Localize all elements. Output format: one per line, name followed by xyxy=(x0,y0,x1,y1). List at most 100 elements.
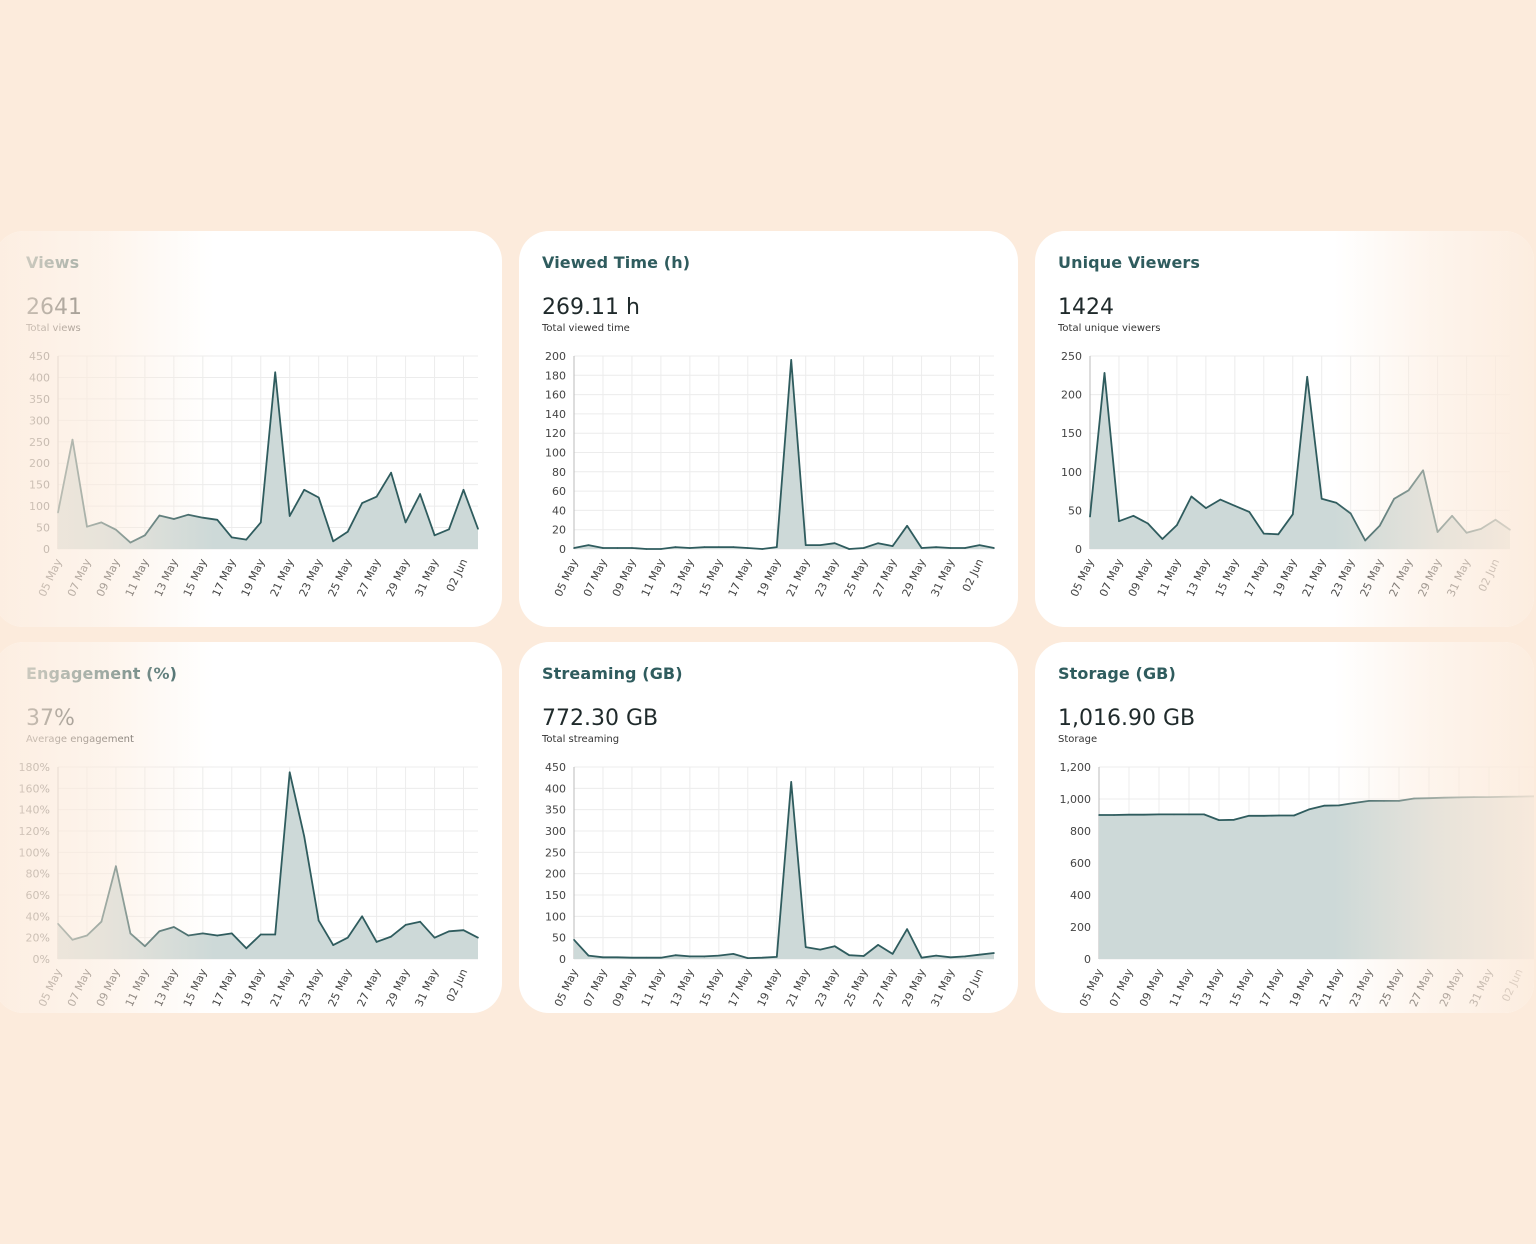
data-point[interactable] xyxy=(1308,808,1310,811)
data-point[interactable] xyxy=(419,493,421,495)
data-point[interactable] xyxy=(848,954,850,956)
data-point[interactable] xyxy=(462,929,465,931)
data-point[interactable] xyxy=(746,957,749,959)
data-point[interactable] xyxy=(477,936,479,939)
data-point[interactable] xyxy=(1338,804,1340,807)
data-point[interactable] xyxy=(1383,800,1385,802)
data-point[interactable] xyxy=(1503,795,1505,798)
data-point[interactable] xyxy=(775,956,778,958)
data-point[interactable] xyxy=(202,932,204,935)
data-point[interactable] xyxy=(1143,813,1145,816)
data-point[interactable] xyxy=(761,956,764,959)
data-point[interactable] xyxy=(1335,501,1338,504)
data-point[interactable] xyxy=(1320,498,1323,500)
data-point[interactable] xyxy=(1161,538,1164,540)
data-point[interactable] xyxy=(1364,539,1366,542)
data-point[interactable] xyxy=(57,511,59,514)
data-point[interactable] xyxy=(1349,512,1352,515)
data-point[interactable] xyxy=(202,516,204,519)
data-point[interactable] xyxy=(1494,518,1497,521)
data-point[interactable] xyxy=(862,955,865,957)
data-point[interactable] xyxy=(1176,524,1178,526)
data-point[interactable] xyxy=(819,544,822,546)
data-point[interactable] xyxy=(448,528,450,531)
data-point[interactable] xyxy=(804,946,807,948)
data-point[interactable] xyxy=(935,546,937,548)
data-point[interactable] xyxy=(674,546,677,548)
data-point[interactable] xyxy=(703,955,706,958)
data-point[interactable] xyxy=(1098,814,1100,816)
data-point[interactable] xyxy=(317,496,320,499)
data-point[interactable] xyxy=(230,932,233,935)
data-point[interactable] xyxy=(1306,376,1309,378)
data-point[interactable] xyxy=(906,928,908,930)
data-point[interactable] xyxy=(1323,804,1325,807)
data-point[interactable] xyxy=(1458,796,1460,799)
data-point[interactable] xyxy=(587,954,590,957)
data-point[interactable] xyxy=(274,371,277,374)
data-point[interactable] xyxy=(187,513,190,516)
data-point[interactable] xyxy=(259,933,262,936)
data-point[interactable] xyxy=(1203,813,1205,816)
data-point[interactable] xyxy=(964,955,966,958)
data-point[interactable] xyxy=(1378,525,1381,527)
data-point[interactable] xyxy=(57,923,59,925)
data-point[interactable] xyxy=(877,944,879,946)
data-point[interactable] xyxy=(230,536,233,539)
data-point[interactable] xyxy=(433,534,436,537)
data-point[interactable] xyxy=(86,525,88,528)
data-point[interactable] xyxy=(689,955,691,958)
data-point[interactable] xyxy=(346,936,349,939)
data-point[interactable] xyxy=(949,956,952,959)
data-point[interactable] xyxy=(964,547,966,549)
data-point[interactable] xyxy=(1422,469,1424,472)
data-point[interactable] xyxy=(833,542,836,545)
data-point[interactable] xyxy=(187,934,190,937)
data-point[interactable] xyxy=(906,525,908,527)
data-point[interactable] xyxy=(71,438,74,441)
data-point[interactable] xyxy=(1353,802,1355,804)
data-point[interactable] xyxy=(573,547,575,549)
data-point[interactable] xyxy=(877,542,879,545)
data-point[interactable] xyxy=(361,915,363,918)
data-point[interactable] xyxy=(1436,531,1439,533)
data-point[interactable] xyxy=(949,547,952,549)
data-point[interactable] xyxy=(993,952,995,954)
data-point[interactable] xyxy=(891,545,894,547)
data-point[interactable] xyxy=(216,519,219,521)
data-point[interactable] xyxy=(332,540,334,543)
data-point[interactable] xyxy=(790,781,793,783)
data-point[interactable] xyxy=(1263,815,1265,817)
data-point[interactable] xyxy=(332,944,334,946)
data-point[interactable] xyxy=(1393,498,1395,500)
data-point[interactable] xyxy=(288,771,291,774)
data-point[interactable] xyxy=(245,538,248,541)
data-point[interactable] xyxy=(288,515,291,517)
data-point[interactable] xyxy=(1480,528,1482,530)
data-point[interactable] xyxy=(144,945,146,947)
data-point[interactable] xyxy=(978,953,981,956)
data-point[interactable] xyxy=(862,547,865,549)
data-point[interactable] xyxy=(259,521,262,524)
data-point[interactable] xyxy=(718,546,720,548)
data-point[interactable] xyxy=(115,528,117,531)
data-point[interactable] xyxy=(1262,532,1265,535)
data-point[interactable] xyxy=(645,956,648,959)
data-point[interactable] xyxy=(848,548,850,550)
data-point[interactable] xyxy=(158,514,161,517)
data-point[interactable] xyxy=(1398,800,1400,802)
data-point[interactable] xyxy=(920,956,923,959)
data-point[interactable] xyxy=(1465,531,1468,534)
data-point[interactable] xyxy=(1473,796,1475,798)
data-point[interactable] xyxy=(361,502,363,504)
data-point[interactable] xyxy=(1293,814,1295,817)
data-point[interactable] xyxy=(1488,796,1490,798)
data-point[interactable] xyxy=(746,547,749,549)
data-point[interactable] xyxy=(129,932,132,935)
data-point[interactable] xyxy=(616,956,619,959)
data-point[interactable] xyxy=(1451,515,1453,517)
data-point[interactable] xyxy=(920,547,923,549)
data-point[interactable] xyxy=(1103,372,1106,374)
data-point[interactable] xyxy=(1158,813,1160,816)
data-point[interactable] xyxy=(1219,498,1222,501)
